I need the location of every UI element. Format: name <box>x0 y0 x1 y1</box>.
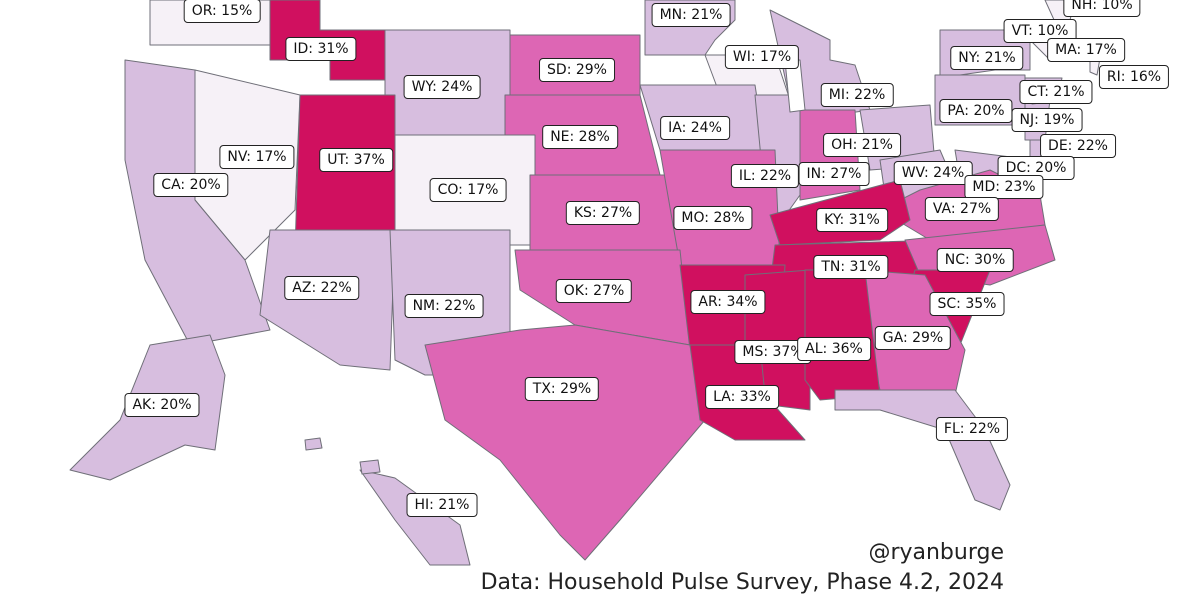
state-label-md: MD: 23% <box>964 175 1044 199</box>
state-label-in: IN: 27% <box>798 162 870 186</box>
state-label-ky: KY: 31% <box>816 208 888 232</box>
data-source-note: Data: Household Pulse Survey, Phase 4.2,… <box>480 570 1004 595</box>
state-label-fl: FL: 22% <box>935 417 1009 441</box>
author-handle: @ryanburge <box>868 540 1004 565</box>
state-label-tx: TX: 29% <box>524 377 600 401</box>
state-label-mi: MI: 22% <box>820 83 894 107</box>
state-label-mn: MN: 21% <box>651 3 731 27</box>
state-label-nh: NH: 10% <box>1063 0 1141 17</box>
state-label-id: ID: 31% <box>285 37 357 61</box>
state-label-nc: NC: 30% <box>936 248 1014 272</box>
state-label-sd: SD: 29% <box>539 58 615 82</box>
state-ca <box>124 59 271 346</box>
state-label-va: VA: 27% <box>924 197 1000 221</box>
state-label-oh: OH: 21% <box>823 133 901 157</box>
state-label-ne: NE: 28% <box>542 125 618 149</box>
state-hi <box>359 469 471 566</box>
state-az <box>259 229 396 371</box>
state-label-hi: HI: 21% <box>406 493 478 517</box>
state-label-wy: WY: 24% <box>403 75 481 99</box>
state-fl <box>834 389 1011 511</box>
state-label-ma: MA: 17% <box>1047 38 1125 62</box>
state-label-nj: NJ: 19% <box>1011 108 1083 132</box>
state-label-az: AZ: 22% <box>284 276 360 300</box>
state-label-tn: TN: 31% <box>813 255 889 279</box>
state-label-wv: WV: 24% <box>893 161 973 185</box>
state-label-ct: CT: 21% <box>1019 80 1093 104</box>
state-label-nm: NM: 22% <box>404 294 484 318</box>
state-label-mo: MO: 28% <box>673 206 753 230</box>
state-label-ga: GA: 29% <box>874 326 952 350</box>
state-label-pa: PA: 20% <box>939 99 1013 123</box>
state-label-nv: NV: 17% <box>219 145 295 169</box>
state-tx <box>424 324 706 561</box>
state-label-ca: CA: 20% <box>153 173 229 197</box>
hawaii-islet-1 <box>304 437 323 451</box>
state-label-ny: NY: 21% <box>950 46 1024 70</box>
state-label-vt: VT: 10% <box>1003 19 1077 43</box>
state-label-ks: KS: 27% <box>565 201 641 225</box>
state-ut <box>294 94 396 251</box>
state-label-wi: WI: 17% <box>724 45 800 69</box>
state-label-il: IL: 22% <box>730 164 800 188</box>
state-label-ia: IA: 24% <box>660 116 730 140</box>
state-label-ok: OK: 27% <box>555 279 633 303</box>
state-label-la: LA: 33% <box>705 385 779 409</box>
state-label-ak: AK: 20% <box>124 393 200 417</box>
state-label-sc: SC: 35% <box>929 292 1005 316</box>
state-label-ri: RI: 16% <box>1098 65 1170 89</box>
state-label-co: CO: 17% <box>429 178 507 202</box>
hawaii-islet-2 <box>359 459 381 475</box>
state-label-or: OR: 15% <box>183 0 261 23</box>
state-label-ut: UT: 37% <box>319 148 393 172</box>
state-label-de: DE: 22% <box>1040 134 1116 158</box>
state-label-al: AL: 36% <box>797 337 871 361</box>
state-label-ar: AR: 34% <box>690 290 766 314</box>
